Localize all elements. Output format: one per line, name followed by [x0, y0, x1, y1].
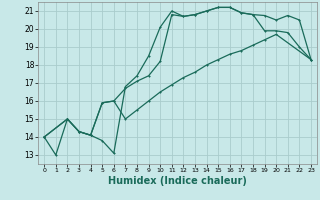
X-axis label: Humidex (Indice chaleur): Humidex (Indice chaleur)	[108, 176, 247, 186]
